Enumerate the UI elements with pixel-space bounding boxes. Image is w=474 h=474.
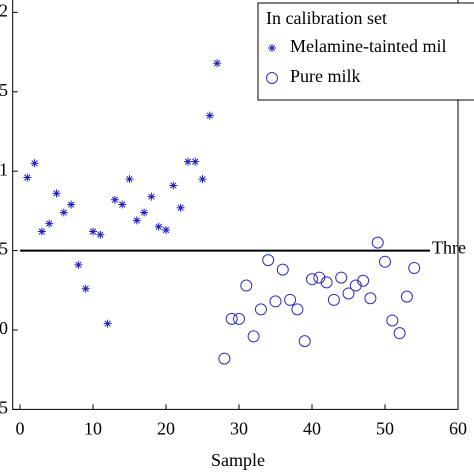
star-point	[183, 157, 192, 166]
circle-point	[225, 312, 238, 325]
x-tick-label: 20	[157, 419, 175, 439]
y-tick-label: 0	[0, 318, 8, 338]
circle-point	[298, 335, 311, 348]
circle-point	[371, 236, 384, 249]
circle-point	[262, 254, 275, 267]
circle-point	[269, 295, 282, 308]
y-tick-label: 5	[0, 80, 8, 100]
star-point	[45, 219, 54, 228]
star-point	[205, 111, 214, 120]
star-point	[89, 227, 97, 236]
circle-point	[335, 271, 348, 284]
circle-point	[284, 293, 297, 306]
x-tick-label: 10	[84, 419, 102, 439]
legend-label: Pure milk	[290, 66, 361, 86]
x-tick-label: 30	[230, 419, 248, 439]
circle-point	[276, 263, 289, 276]
star-point	[198, 175, 207, 184]
star-point	[118, 200, 127, 209]
star-point	[147, 192, 156, 201]
circle-point	[218, 352, 231, 365]
circle-point	[320, 276, 333, 289]
circle-point	[386, 314, 399, 327]
star-point	[103, 319, 112, 328]
star-point	[140, 208, 149, 217]
circle-point	[379, 255, 391, 268]
circle-point	[400, 290, 413, 303]
x-tick-label: 0	[16, 419, 25, 439]
circle-point	[306, 273, 318, 286]
star-point	[52, 189, 61, 198]
circle-point	[266, 72, 278, 84]
star-point	[67, 200, 76, 209]
star-point	[37, 227, 46, 236]
x-tick-label: 40	[303, 419, 321, 439]
star-point	[23, 173, 32, 182]
y-tick-label: 5	[0, 398, 8, 418]
star-point	[125, 175, 134, 184]
star-point	[191, 157, 200, 166]
x-tick-label: 60	[449, 419, 467, 439]
circle-point	[247, 330, 260, 343]
legend-title: In calibration set	[266, 8, 387, 28]
star-point	[74, 260, 83, 269]
circle-point	[364, 292, 377, 305]
star-point	[30, 159, 39, 168]
circle-point	[357, 274, 370, 287]
star-point	[268, 44, 276, 52]
circle-point	[240, 279, 253, 292]
star-point	[169, 181, 178, 190]
threshold-label: Thre	[432, 238, 466, 258]
star-point	[96, 230, 105, 239]
star-point	[59, 208, 68, 217]
star-point	[132, 216, 141, 225]
circle-point	[408, 262, 421, 275]
star-point	[81, 284, 90, 293]
circle-point	[393, 327, 406, 340]
legend-box	[257, 2, 474, 101]
star-point	[162, 225, 170, 234]
y-tick-label: 5	[0, 239, 8, 259]
x-tick-label: 50	[376, 419, 394, 439]
star-point	[213, 59, 222, 68]
star-point	[154, 222, 163, 231]
x-axis-label: Sample	[211, 450, 265, 470]
circle-point	[327, 293, 340, 306]
circle-point	[342, 287, 355, 300]
plot-frame	[12, 0, 459, 410]
star-point	[176, 203, 185, 212]
y-tick-label: 2	[0, 1, 8, 21]
star-point	[110, 195, 119, 204]
circle-point	[254, 303, 267, 316]
legend-label: Melamine-tainted mil	[290, 36, 446, 56]
circle-point	[233, 312, 245, 325]
circle-point	[291, 303, 304, 316]
y-tick-label: 1	[0, 159, 8, 179]
